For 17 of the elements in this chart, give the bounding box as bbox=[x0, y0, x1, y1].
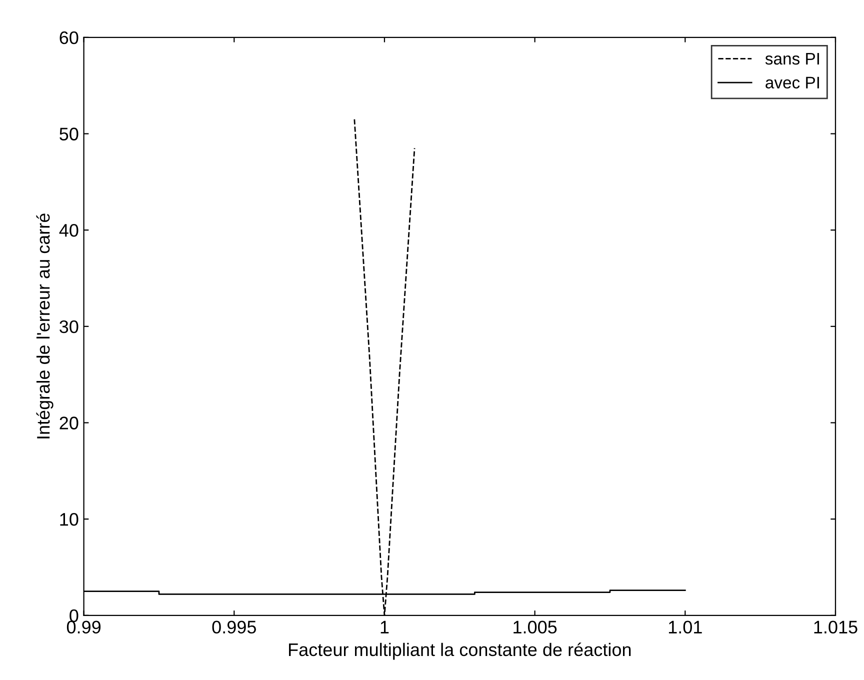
x-tick-label: 0.99 bbox=[66, 620, 101, 634]
x-tick-label: 1.015 bbox=[814, 620, 858, 634]
x-axis-title: Facteur multipliant la constante de réaction bbox=[289, 642, 631, 660]
y-tick-label: 30 bbox=[60, 320, 78, 334]
y-tick-label: 50 bbox=[60, 128, 78, 140]
x-tick-label: 1.01 bbox=[668, 620, 702, 634]
x-tick-label: 1.005 bbox=[514, 620, 557, 634]
legend-label: sans PI bbox=[765, 53, 819, 65]
y-tick-label: 10 bbox=[60, 513, 78, 526]
y-tick-label: 0 bbox=[70, 609, 78, 622]
y-axis-title: Intégrale de l'erreur au carré bbox=[36, 214, 54, 438]
y-tick-label: 60 bbox=[60, 31, 78, 44]
x-tick-label: 1 bbox=[380, 620, 389, 634]
y-tick-label: 40 bbox=[59, 224, 78, 237]
x-tick-label: 0.995 bbox=[212, 620, 256, 634]
y-tick-label: 20 bbox=[60, 416, 78, 430]
legend-label: avec PI bbox=[766, 76, 819, 89]
